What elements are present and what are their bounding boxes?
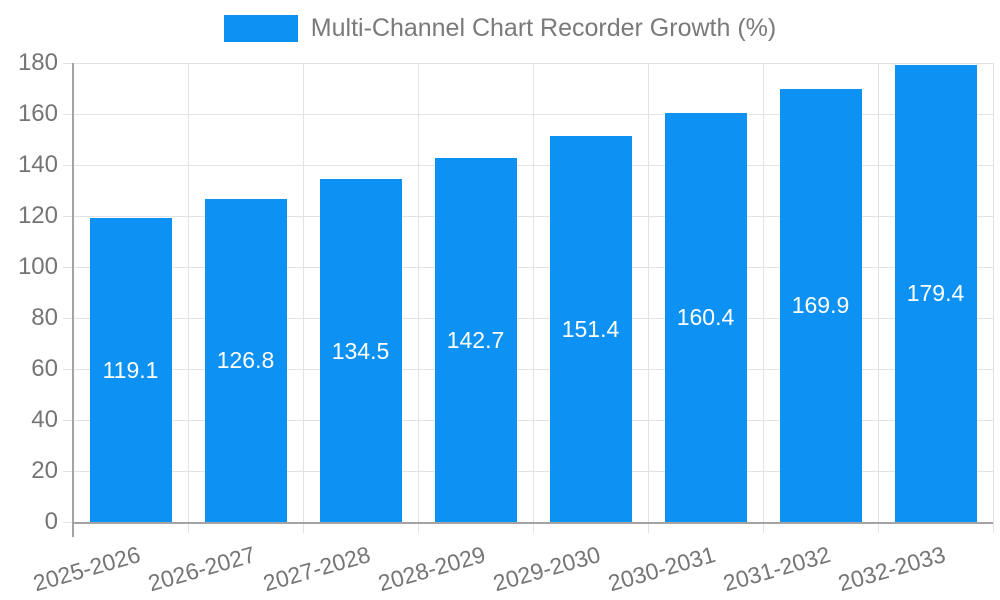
gridline-horizontal — [63, 470, 993, 472]
gridline-horizontal — [63, 266, 993, 268]
gridline-vertical — [647, 63, 649, 533]
bar — [894, 64, 977, 522]
bar-value-label: 151.4 — [561, 315, 620, 342]
y-axis-tick-label: 20 — [31, 457, 58, 484]
x-axis-category-label: 2028-2029 — [374, 541, 488, 597]
bar — [434, 158, 517, 522]
gridline-vertical — [992, 63, 994, 533]
bar — [204, 198, 287, 522]
y-axis-tick-label: 80 — [31, 304, 58, 331]
gridline-horizontal — [63, 368, 993, 370]
gridline-horizontal — [63, 419, 993, 421]
bar — [549, 135, 632, 522]
y-axis-tick-label: 100 — [17, 253, 58, 280]
y-axis-tick-label: 140 — [17, 151, 58, 178]
y-axis-tick-label: 120 — [17, 202, 58, 229]
gridline-horizontal — [63, 215, 993, 217]
y-axis-tick-label: 180 — [17, 49, 58, 76]
x-axis-tick — [63, 521, 73, 523]
x-axis-category-label: 2025-2026 — [29, 541, 143, 597]
x-axis-category-label: 2026-2027 — [144, 541, 258, 597]
gridline-vertical — [187, 63, 189, 533]
gridline-vertical — [532, 63, 534, 533]
gridline-vertical — [417, 63, 419, 533]
gridline-horizontal — [63, 62, 993, 64]
bar-value-label: 142.7 — [446, 327, 505, 354]
bar — [89, 218, 172, 522]
x-axis-category-label: 2027-2028 — [259, 541, 373, 597]
bar — [319, 179, 402, 522]
bar-value-label: 169.9 — [791, 292, 850, 319]
gridline-vertical — [302, 63, 304, 533]
bar-value-label: 160.4 — [676, 304, 735, 331]
bar-value-label: 134.5 — [331, 337, 390, 364]
legend: Multi-Channel Chart Recorder Growth (%) — [0, 14, 1000, 43]
x-axis-category-label: 2031-2032 — [719, 541, 833, 597]
gridline-vertical — [877, 63, 879, 533]
x-axis-category-label: 2030-2031 — [604, 541, 718, 597]
gridline-horizontal — [63, 113, 993, 115]
gridline-horizontal — [63, 317, 993, 319]
y-axis-line — [72, 63, 74, 537]
gridline-horizontal — [63, 164, 993, 166]
x-axis-category-label: 2029-2030 — [489, 541, 603, 597]
bar-value-label: 179.4 — [906, 280, 965, 307]
y-axis-tick-label: 160 — [17, 100, 58, 127]
legend-swatch — [223, 15, 298, 42]
y-axis-tick-label: 60 — [31, 355, 58, 382]
legend-label: Multi-Channel Chart Recorder Growth (%) — [310, 14, 777, 42]
bar — [779, 88, 862, 522]
y-axis-tick-label: 0 — [44, 508, 58, 535]
x-axis-line — [73, 521, 993, 524]
y-axis-tick-label: 40 — [31, 406, 58, 433]
bar-value-label: 119.1 — [102, 357, 159, 384]
bar — [664, 112, 747, 522]
x-axis-category-label: 2032-2033 — [834, 541, 948, 597]
gridline-vertical — [762, 63, 764, 533]
plot-area: 0 20 40 60 80 100 120 140 160 180 119.1 126.8 134.5 1… — [18, 49, 994, 596]
bar-value-label: 126.8 — [216, 347, 275, 374]
